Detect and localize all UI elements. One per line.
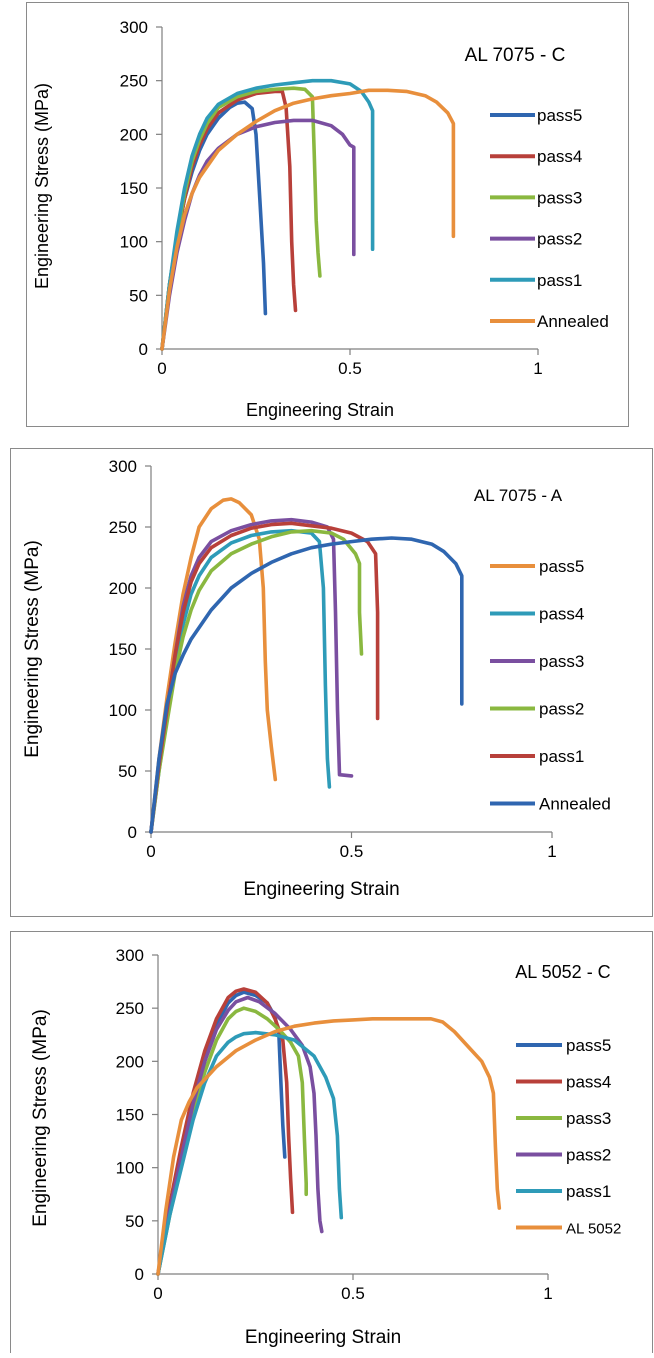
legend: pass5 pass4 pass3 pass2 pass1 AL 5052 — [516, 1036, 621, 1238]
series-line-annealed — [160, 88, 456, 351]
chart-svg: 0 50 100 150 200 250 300 0 0.5 1 Engineering Strai… — [10, 448, 653, 917]
y-tick-label: 50 — [129, 286, 148, 305]
legend-label: pass5 — [539, 557, 584, 576]
legend-label: pass3 — [566, 1109, 611, 1128]
legend-label: pass4 — [566, 1073, 611, 1092]
y-tick-label: 150 — [109, 640, 137, 659]
x-tick-label: 0 — [146, 842, 155, 861]
y-tick-label: 200 — [109, 579, 137, 598]
y-axis-label: Engineering Stress (MPa) — [22, 540, 43, 758]
series-line-annealed — [149, 536, 464, 834]
legend-label: pass5 — [566, 1036, 611, 1055]
y-tick-label: 250 — [120, 72, 148, 91]
legend: pass5 pass4 pass3 pass2 pass1 Annealed — [490, 106, 609, 331]
y-tick-label: 250 — [116, 999, 144, 1018]
chart-frame — [26, 2, 629, 427]
y-tick-label: 50 — [118, 762, 137, 781]
chart-svg: 0 50 100 150 200 250 300 0 0.5 1 Engineering Strai… — [26, 2, 629, 427]
y-tick-label: 150 — [116, 1106, 144, 1125]
series-line-pass4 — [156, 987, 295, 1276]
y-axis-label: Engineering Stress (MPa) — [32, 83, 52, 289]
series-line-pass4 — [149, 528, 332, 834]
legend-label: Annealed — [537, 312, 609, 331]
series-line-pass1 — [149, 521, 380, 834]
chart-title: AL 7075 - C — [465, 45, 566, 66]
x-tick-label: 0.5 — [340, 842, 364, 861]
x-tick-label: 0 — [153, 1284, 162, 1303]
y-tick-label: 250 — [109, 518, 137, 537]
x-tick-label: 1 — [543, 1284, 552, 1303]
y-tick-label: 0 — [139, 340, 148, 359]
legend-label: Annealed — [539, 795, 611, 814]
y-tick-label: 0 — [128, 823, 137, 842]
y-tick-label: 200 — [116, 1052, 144, 1071]
y-tick-label: 100 — [116, 1159, 144, 1178]
y-tick-label: 100 — [120, 233, 148, 252]
x-axis-label: Engineering Strain — [246, 400, 394, 420]
chart-title: AL 5052 - C — [515, 962, 610, 982]
y-tick-label: 300 — [116, 946, 144, 965]
x-tick-label: 1 — [547, 842, 556, 861]
y-tick-label: 50 — [125, 1212, 144, 1231]
legend-label: pass2 — [537, 230, 582, 249]
chart-panel-al7075-a: 0 50 100 150 200 250 300 0 0.5 1 Engineering Strai… — [0, 440, 654, 917]
legend-label: pass1 — [566, 1182, 611, 1201]
legend-label: pass4 — [539, 605, 584, 624]
y-tick-label: 100 — [109, 701, 137, 720]
y-tick-label: 300 — [120, 18, 148, 37]
chart-svg: 0 50 100 150 200 250 300 0 0.5 1 Engineering Strai… — [10, 931, 653, 1354]
legend-label: pass3 — [537, 188, 582, 207]
series-line-al-5052 — [156, 1017, 502, 1276]
x-axis-label: Engineering Strain — [243, 879, 399, 900]
x-tick-label: 0 — [157, 359, 166, 378]
y-tick-label: 300 — [109, 457, 137, 476]
legend-label: AL 5052 — [566, 1221, 621, 1238]
legend-label: pass1 — [539, 747, 584, 766]
chart-panel-al5052-c: 0 50 100 150 200 250 300 0 0.5 1 Engineering Strai… — [0, 925, 654, 1354]
x-tick-label: 1 — [533, 359, 542, 378]
legend-label: pass5 — [537, 106, 582, 125]
chart-title: AL 7075 - A — [474, 486, 563, 505]
y-axis-label: Engineering Stress (MPa) — [30, 1009, 51, 1227]
y-tick-label: 0 — [135, 1265, 144, 1284]
legend-label: pass2 — [566, 1146, 611, 1165]
legend-label: pass2 — [539, 700, 584, 719]
x-tick-label: 0.5 — [338, 359, 362, 378]
y-tick-label: 150 — [120, 179, 148, 198]
legend-label: pass3 — [539, 652, 584, 671]
series-line-pass1 — [156, 1030, 344, 1276]
x-axis-label: Engineering Strain — [245, 1327, 401, 1348]
chart-frame — [10, 931, 653, 1354]
legend-label: pass1 — [537, 271, 582, 290]
legend: pass5 pass4 pass3 pass2 pass1 Annealed — [490, 557, 611, 814]
chart-panel-al7075-c: 0 50 100 150 200 250 300 0 0.5 1 Engineering Strai… — [0, 0, 654, 430]
series-line-pass5 — [149, 497, 278, 834]
chart-frame — [10, 448, 653, 917]
x-tick-label: 0.5 — [341, 1284, 365, 1303]
y-tick-label: 200 — [120, 125, 148, 144]
series-line-pass1 — [160, 78, 375, 351]
series-line-pass2 — [156, 995, 324, 1276]
legend-label: pass4 — [537, 147, 582, 166]
